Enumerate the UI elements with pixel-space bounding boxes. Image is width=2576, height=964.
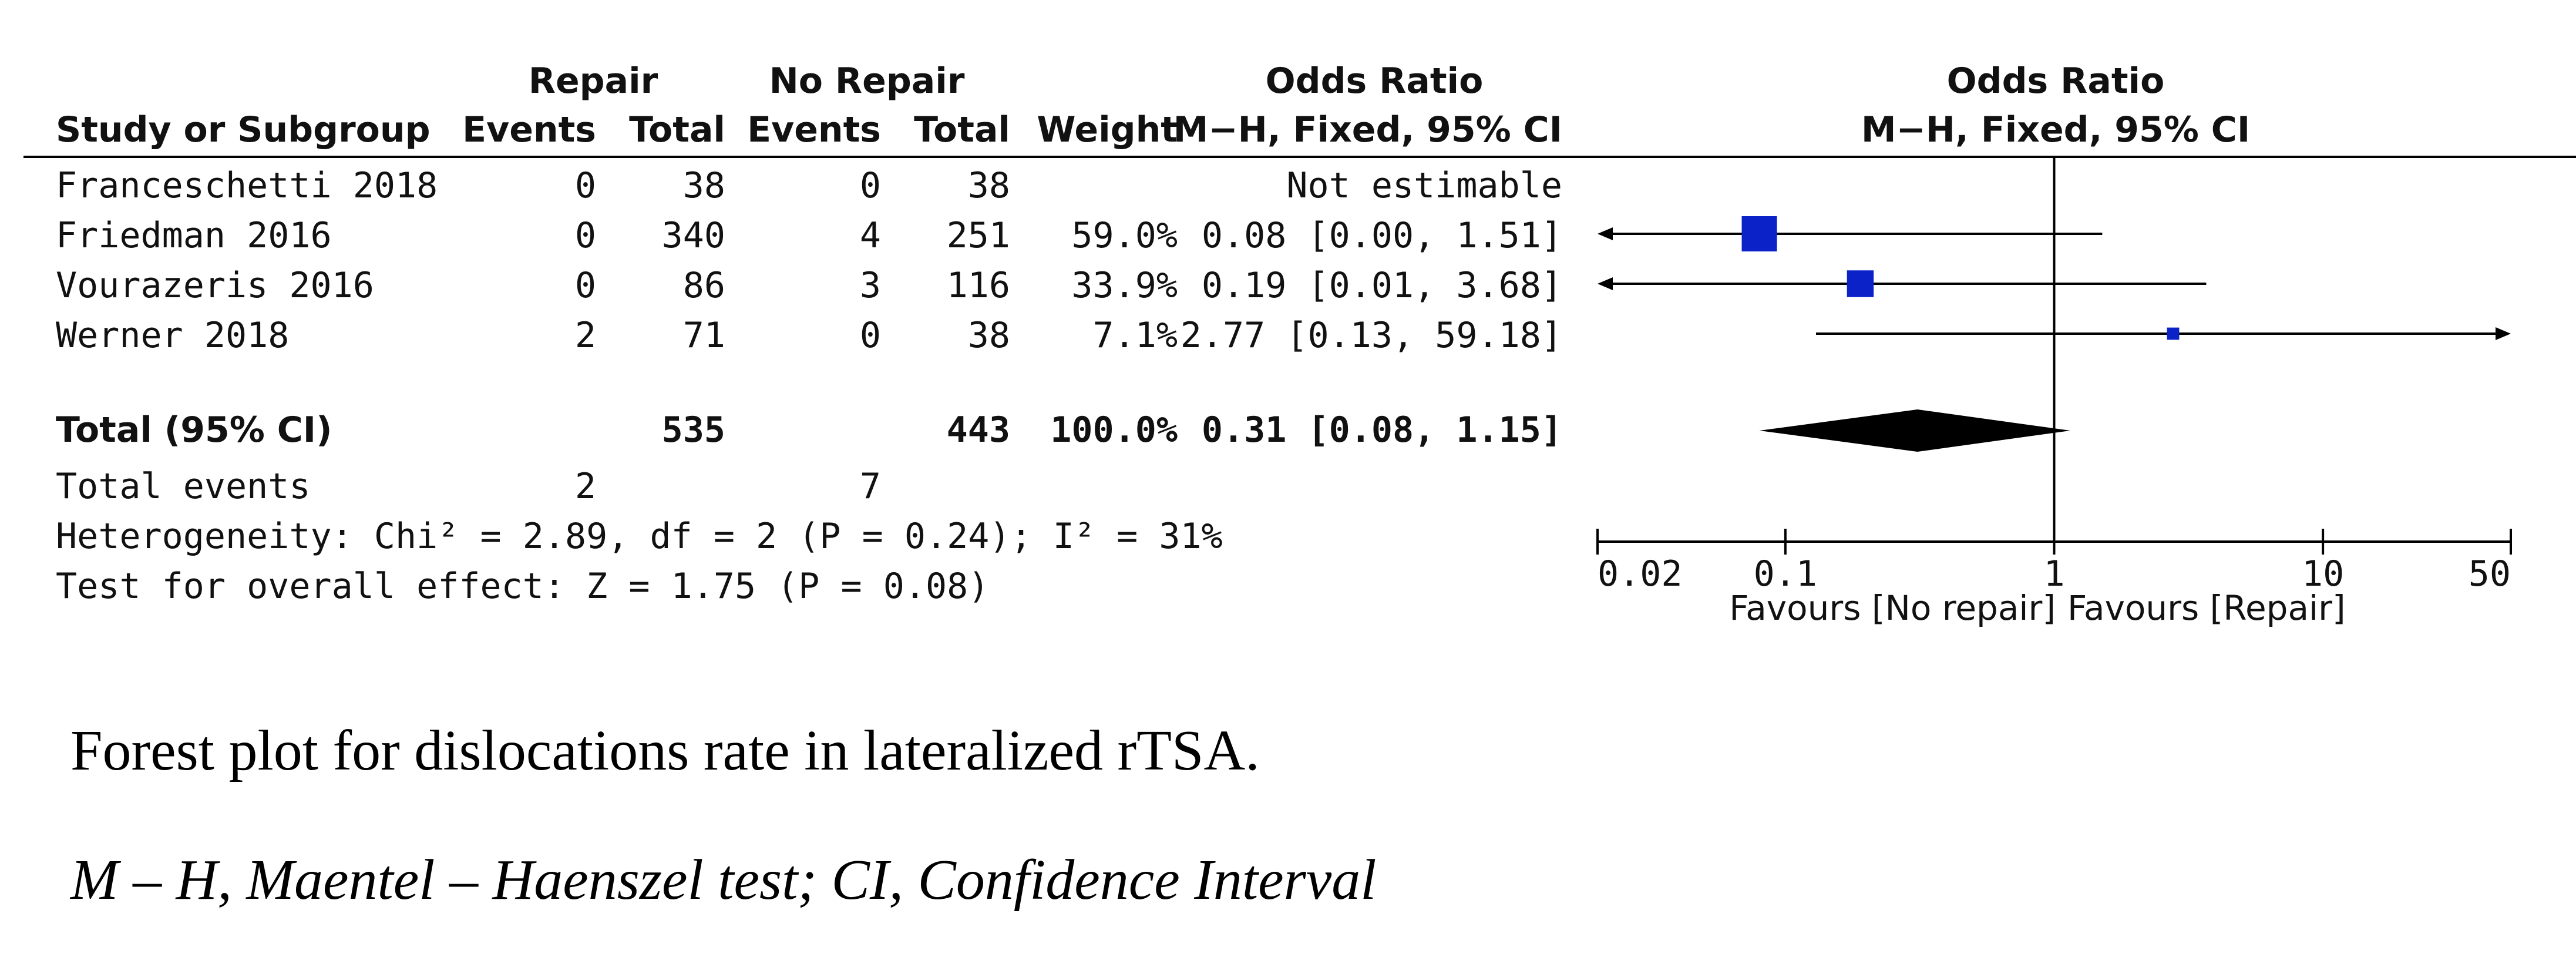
table-row: Vourazeris 2016 0 86 3 116 33.9% 0.19 [0… (56, 265, 1562, 306)
repair-events: 0 (575, 165, 596, 206)
study-weight: 59.0% (1071, 215, 1178, 256)
total-events-row: Total events 2 7 (56, 466, 881, 507)
x-tick-label: 1 (2043, 553, 2064, 594)
study-odds-ratio: 0.08 [0.00, 1.51] (1202, 215, 1562, 256)
total-events-label: Total events (56, 466, 310, 507)
repair-events: 2 (575, 315, 596, 356)
study-odds-ratio: 2.77 [0.13, 59.18] (1181, 315, 1562, 356)
x-axis-ticks: 0.02 0.1 1 10 50 (1596, 529, 2512, 594)
x-tick-label: 50 (2469, 553, 2511, 594)
total-label: Total (95% CI) (56, 409, 332, 451)
pooled-diamond (1759, 409, 2071, 452)
overall-effect-text: Test for overall effect: Z = 1.75 (P = 0… (56, 566, 989, 607)
abbreviations-note: M – H, Maentel – Haenszel test; CI, Conf… (70, 848, 1377, 912)
study-marker (1741, 216, 1777, 251)
no-repair-events: 3 (860, 265, 881, 306)
study-name: Friedman 2016 (56, 215, 332, 256)
total-weight: 100.0% (1050, 409, 1178, 451)
ci-arrow-left (1598, 277, 1613, 290)
total-events-repair: 2 (575, 466, 596, 507)
study-markers (1741, 216, 2180, 340)
table-row: Friedman 2016 0 340 4 251 59.0% 0.08 [0.… (56, 215, 1562, 256)
favours-right-label: Favours [Repair] (2067, 588, 2346, 628)
no-repair-events: 0 (860, 165, 881, 206)
no-repair-events: 0 (860, 315, 881, 356)
header-method-table: M−H, Fixed, 95% CI (1173, 109, 1562, 150)
total-row: Total (95% CI) 535 443 100.0% 0.31 [0.08… (56, 409, 1562, 451)
header-weight: Weight (1037, 109, 1178, 150)
no-repair-total: 38 (968, 315, 1010, 356)
ci-arrow-left (1598, 227, 1613, 240)
heterogeneity-text: Heterogeneity: Chi² = 2.89, df = 2 (P = … (56, 516, 1223, 557)
header-repair-total: Total (629, 109, 725, 150)
total-events-no-repair: 7 (860, 466, 881, 507)
plot-area: 0.02 0.1 1 10 50 (1596, 157, 2512, 594)
study-name: Werner 2018 (56, 315, 289, 356)
ci-arrow-right (2496, 327, 2511, 340)
study-marker (2167, 327, 2180, 340)
repair-events: 0 (575, 215, 596, 256)
repair-total: 86 (683, 265, 725, 306)
header-no-repair-events: Events (747, 109, 881, 150)
repair-total: 340 (662, 215, 725, 256)
header-odds-ratio-plot: Odds Ratio (1947, 61, 2165, 102)
header-odds-ratio-table: Odds Ratio (1266, 61, 1484, 102)
header-group-repair: Repair (529, 61, 658, 102)
repair-total: 71 (683, 315, 725, 356)
header-repair-events: Events (462, 109, 596, 150)
x-tick-label: 0.1 (1754, 553, 1817, 594)
header-method-plot: M−H, Fixed, 95% CI (1861, 109, 2250, 150)
study-name: Vourazeris 2016 (56, 265, 374, 306)
study-weight: 7.1% (1093, 315, 1178, 356)
no-repair-total: 251 (947, 215, 1010, 256)
total-odds-ratio: 0.31 [0.08, 1.15] (1202, 409, 1562, 451)
study-odds-ratio: 0.19 [0.01, 3.68] (1202, 265, 1562, 306)
header-study-or-subgroup: Study or Subgroup (56, 109, 431, 150)
no-repair-total: 116 (947, 265, 1010, 306)
figure-caption: Forest plot for dislocations rate in lat… (70, 719, 1260, 782)
header-no-repair-total: Total (914, 109, 1010, 150)
repair-total: 38 (683, 165, 725, 206)
table-row: Werner 2018 2 71 0 38 7.1% 2.77 [0.13, 5… (56, 315, 1562, 356)
x-tick-label: 0.02 (1598, 553, 1683, 594)
total-repair: 535 (662, 409, 725, 451)
repair-events: 0 (575, 265, 596, 306)
no-repair-total: 38 (968, 165, 1010, 206)
x-tick-label: 10 (2302, 553, 2344, 594)
study-marker (1847, 270, 1874, 297)
study-weight: 33.9% (1071, 265, 1178, 306)
ci-lines (1598, 227, 2511, 340)
favours-left-label: Favours [No repair] (1729, 588, 2056, 628)
header-group-no-repair: No Repair (769, 61, 965, 102)
total-no-repair: 443 (947, 409, 1010, 451)
study-odds-ratio: Not estimable (1286, 165, 1562, 206)
table-row: Franceschetti 2018 0 38 0 38 Not estimab… (56, 165, 1562, 206)
no-repair-events: 4 (860, 215, 881, 256)
study-name: Franceschetti 2018 (56, 165, 438, 206)
